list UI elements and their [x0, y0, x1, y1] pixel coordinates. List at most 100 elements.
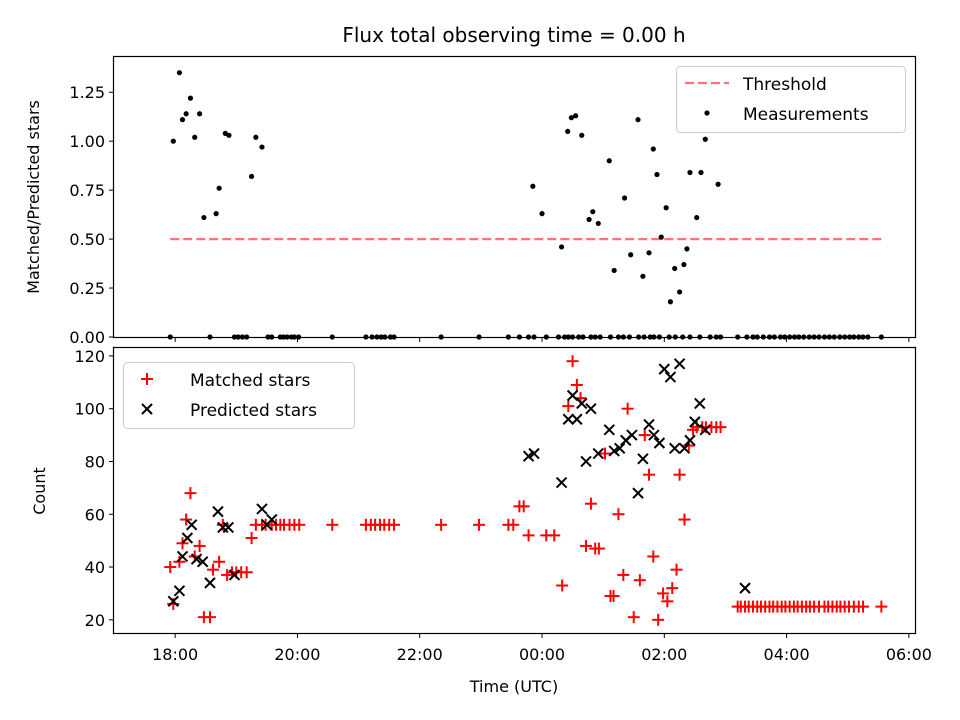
- predicted-point: [678, 442, 691, 454]
- predicted-point: [266, 513, 278, 526]
- matched-point: [584, 497, 597, 510]
- matched-point: [388, 518, 401, 531]
- matched-point: [661, 595, 674, 608]
- measurement-point: [586, 216, 592, 223]
- predicted-point: [167, 595, 180, 608]
- x-tick-label: 04:00: [764, 645, 810, 664]
- measurement-point: [226, 132, 232, 138]
- top-y-tick-label: 0.25: [69, 279, 105, 298]
- measurement-point: [595, 220, 601, 227]
- predicted-point: [566, 389, 579, 402]
- matched-point: [627, 611, 640, 624]
- matched-point: [435, 518, 448, 531]
- measurement-point: [192, 134, 198, 140]
- predicted-point: [603, 424, 615, 436]
- measurement-point: [654, 171, 660, 178]
- predicted-point: [562, 413, 575, 425]
- matched-point: [678, 513, 691, 526]
- legend-matched-label: Matched stars: [190, 371, 310, 391]
- measurement-point: [187, 95, 194, 101]
- measurement-point: [216, 185, 222, 191]
- measurement-point: [650, 146, 656, 152]
- measurement-point: [579, 132, 585, 138]
- x-tick-label: 20:00: [274, 645, 320, 664]
- legend-threshold-label: Threshold: [742, 75, 827, 95]
- predicted-point: [689, 416, 701, 428]
- predicted-point: [555, 476, 568, 489]
- matched-point: [580, 539, 593, 552]
- bottom-legend: Matched stars Predicted stars: [123, 362, 355, 429]
- predicted-legend-swatch: [141, 403, 153, 415]
- matched-point: [875, 600, 888, 613]
- measurement-point: [667, 299, 674, 305]
- top-panel: 0.00 0.25 0.50 0.75 1.00 1.25 Matched/Predict…: [24, 55, 917, 347]
- predicted-point: [228, 569, 241, 581]
- measurement-point: [539, 211, 545, 217]
- measurement-point: [684, 246, 690, 252]
- x-tick-label: 18:00: [152, 645, 198, 664]
- predicted-point: [212, 505, 224, 518]
- predicted-point: [694, 397, 706, 410]
- predicted-point: [190, 553, 203, 565]
- measurement-point: [259, 144, 265, 150]
- measurement-point: [606, 158, 612, 164]
- top-panel-frame: [112, 55, 917, 339]
- matched-point: [607, 590, 620, 603]
- measurement-point: [628, 252, 634, 258]
- bottom-y-tick-label: 80: [85, 452, 105, 471]
- predicted-point: [653, 437, 666, 449]
- top-y-tick-label: 1.00: [69, 132, 105, 151]
- predicted-point: [571, 413, 583, 425]
- predicted-point: [528, 447, 540, 460]
- chart-title: Flux total observing time = 0.00 h: [342, 23, 685, 47]
- predicted-point: [222, 521, 235, 534]
- measurements-legend-swatch: [704, 110, 710, 116]
- x-tick-label: 06:00: [886, 645, 932, 664]
- predicted-point: [699, 424, 711, 436]
- bottom-y-tick-label: 100: [74, 400, 105, 419]
- measurement-point: [565, 128, 571, 135]
- predicted-point: [580, 455, 592, 468]
- measurement-point: [663, 205, 669, 211]
- bottom-panel-frame: [112, 346, 917, 635]
- predicted-point: [664, 371, 677, 383]
- matched-point: [633, 574, 646, 587]
- predicted-point: [204, 577, 216, 589]
- measurement-point: [213, 211, 219, 217]
- matched-point: [507, 518, 520, 531]
- matched-point: [473, 518, 486, 531]
- x-axis-label: Time (UTC): [469, 677, 558, 696]
- measurement-point: [183, 111, 189, 117]
- top-y-axis-label: Matched/Predicted stars: [24, 100, 43, 294]
- matched-point: [184, 487, 197, 500]
- measurement-point: [170, 138, 176, 144]
- matched-point: [207, 563, 220, 576]
- matched-point: [240, 566, 253, 579]
- matched-point: [592, 542, 605, 555]
- predicted-point: [256, 503, 268, 515]
- predicted-point: [643, 418, 655, 431]
- matched-point: [213, 555, 226, 568]
- measurement-point: [568, 115, 574, 121]
- predicted-point: [576, 397, 588, 410]
- predicted-point: [684, 434, 696, 447]
- measurement-point: [248, 173, 255, 180]
- predicted-point: [658, 363, 671, 375]
- bottom-y-tick-label: 20: [85, 611, 105, 630]
- matched-legend-swatch: [141, 373, 153, 385]
- matched-point: [562, 400, 575, 413]
- measurement-point: [715, 181, 721, 187]
- matched-point: [652, 613, 665, 626]
- top-y-tick-label: 0.00: [69, 328, 105, 347]
- measurement-point: [530, 183, 536, 189]
- matched-point: [176, 537, 189, 550]
- matched-point: [293, 518, 306, 531]
- bottom-y-tick-label: 60: [85, 505, 105, 524]
- matched-point: [666, 582, 679, 595]
- matched-point: [638, 429, 651, 442]
- predicted-point: [176, 550, 189, 563]
- matched-point: [598, 447, 611, 460]
- matched-point: [657, 587, 670, 600]
- measurement-point: [698, 169, 704, 176]
- top-y-tick-label: 1.25: [69, 83, 105, 102]
